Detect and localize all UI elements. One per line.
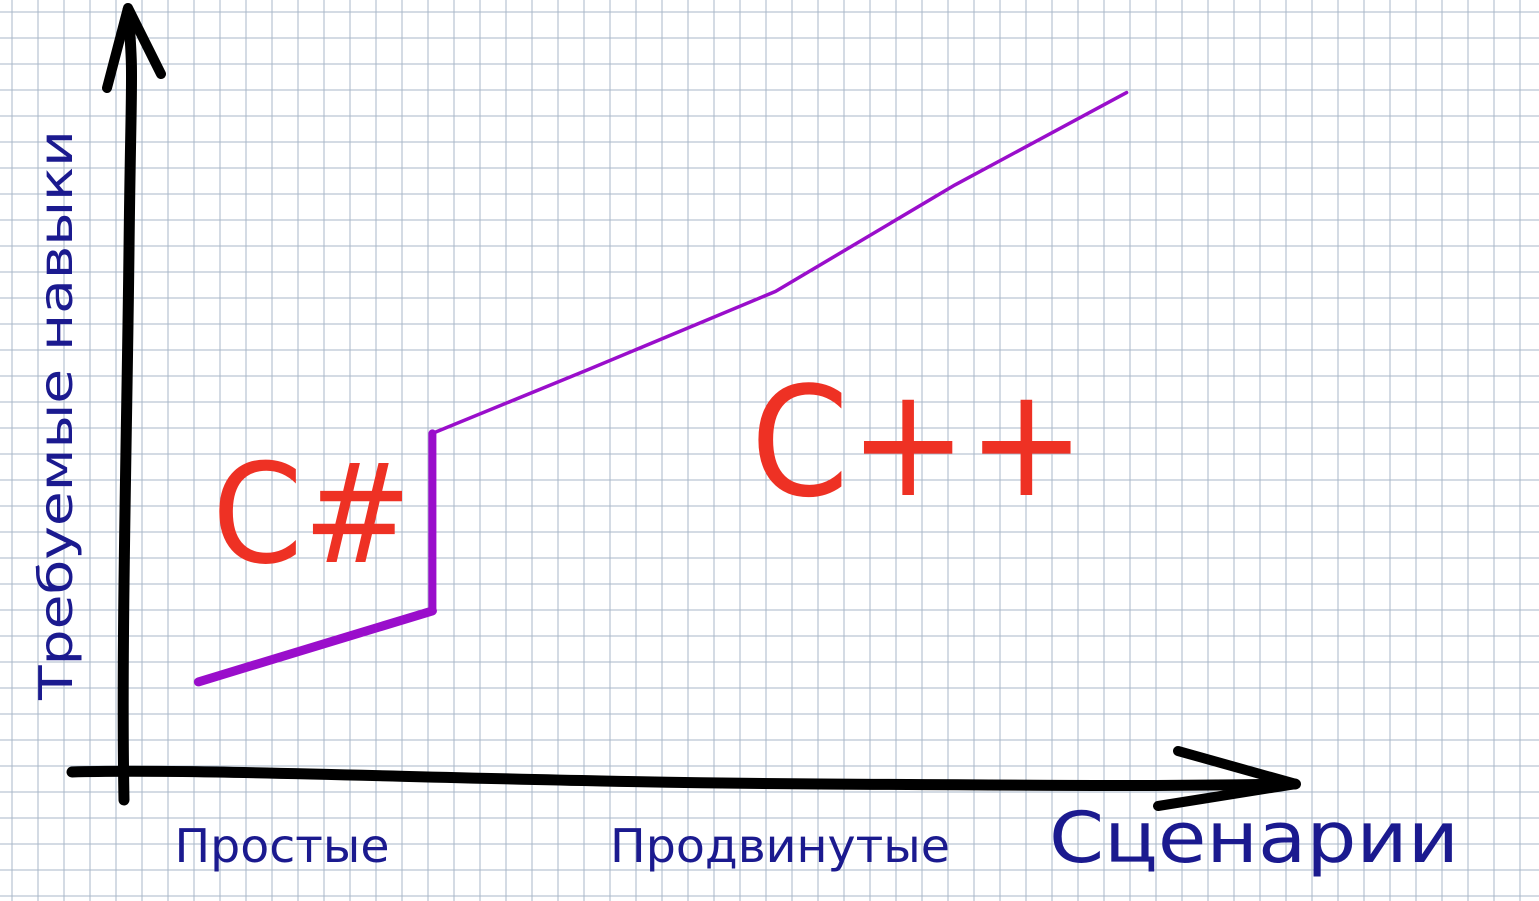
annotation-csharp: C# <box>212 434 412 595</box>
x-tick-label-simple: Простые <box>175 819 390 873</box>
y-axis-arrowhead <box>102 3 166 93</box>
labels: C# C++ Простые Продвинутые Сценарии Треб… <box>29 130 1459 879</box>
y-axis-line <box>117 4 138 806</box>
series-curve <box>193 90 1129 687</box>
annotation-cpp: C++ <box>751 354 1086 531</box>
x-axis-line <box>66 765 1301 791</box>
series-segment-1 <box>193 606 437 687</box>
axes <box>66 3 1301 811</box>
series-segment-3 <box>430 90 1129 436</box>
x-axis-title: Сценарии <box>1049 797 1459 879</box>
x-tick-label-advanced: Продвинутые <box>610 819 950 873</box>
y-axis-title: Требуемые навыки <box>29 130 83 701</box>
x-axis-arrowhead <box>1153 746 1301 811</box>
